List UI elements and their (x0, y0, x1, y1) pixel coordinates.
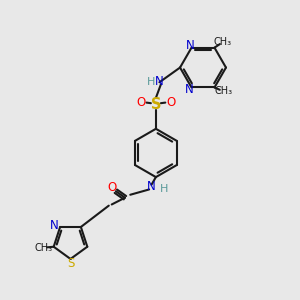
Text: N: N (185, 39, 194, 52)
Text: O: O (136, 95, 145, 109)
Text: O: O (167, 95, 176, 109)
Text: O: O (108, 181, 117, 194)
Text: N: N (50, 219, 58, 232)
Text: H: H (147, 77, 156, 87)
Text: S: S (68, 256, 75, 270)
Text: N: N (154, 75, 163, 88)
Text: CH₃: CH₃ (215, 86, 233, 96)
Text: CH₃: CH₃ (214, 38, 232, 47)
Text: N: N (185, 83, 194, 96)
Text: CH₃: CH₃ (34, 243, 52, 253)
Text: N: N (146, 180, 155, 193)
Text: H: H (160, 184, 168, 194)
Text: S: S (151, 97, 161, 112)
